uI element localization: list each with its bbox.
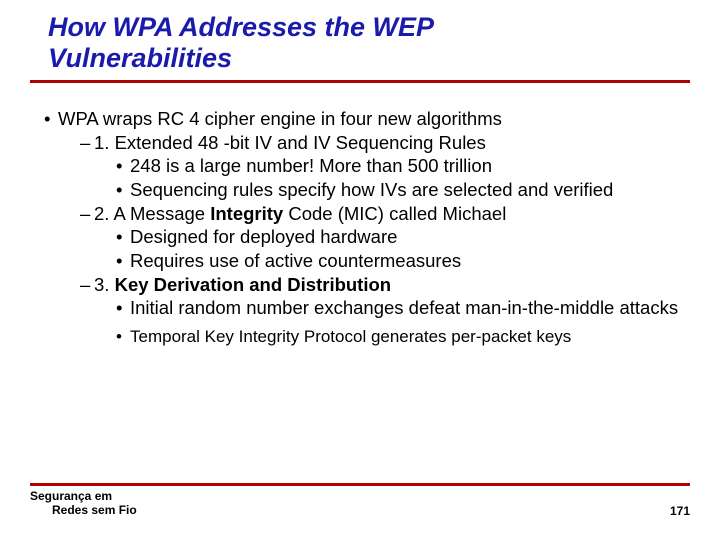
dash-icon: – — [80, 273, 94, 297]
bullet-text-bold: Key Derivation and Distribution — [115, 274, 392, 295]
bullet-text: Sequencing rules specify how IVs are sel… — [130, 179, 613, 200]
title-line-2: Vulnerabilities — [48, 43, 232, 73]
disc-icon: • — [44, 107, 58, 131]
footer: Segurança em Redes sem Fio 171 — [30, 483, 690, 518]
footer-text: Segurança em Redes sem Fio — [30, 490, 137, 518]
dash-icon: – — [80, 131, 94, 155]
bullet-level-1: •WPA wraps RC 4 cipher engine in four ne… — [36, 107, 690, 131]
bullet-text: Initial random number exchanges defeat m… — [130, 297, 678, 318]
bullet-text: WPA wraps RC 4 cipher engine in four new… — [58, 108, 502, 129]
bullet-level-3: •Initial random number exchanges defeat … — [36, 296, 690, 320]
dash-icon: – — [80, 202, 94, 226]
bullet-text-pre: 3. — [94, 274, 115, 295]
disc-icon: • — [116, 154, 130, 178]
disc-icon: • — [116, 326, 130, 348]
bullet-level-3: •Temporal Key Integrity Protocol generat… — [36, 326, 690, 348]
bullet-level-2: –1. Extended 48 -bit IV and IV Sequencin… — [36, 131, 690, 155]
footer-line-1: Segurança em — [30, 489, 112, 503]
slide-title: How WPA Addresses the WEP Vulnerabilitie… — [30, 12, 690, 78]
bullet-level-3: •Sequencing rules specify how IVs are se… — [36, 178, 690, 202]
footer-row: Segurança em Redes sem Fio 171 — [30, 490, 690, 518]
footer-rule — [30, 483, 690, 486]
bullet-level-3: •Requires use of active countermeasures — [36, 249, 690, 273]
bullet-level-2: –2. A Message Integrity Code (MIC) calle… — [36, 202, 690, 226]
bullet-text: Designed for deployed hardware — [130, 226, 397, 247]
bullet-level-3: •248 is a large number! More than 500 tr… — [36, 154, 690, 178]
bullet-level-3: •Designed for deployed hardware — [36, 225, 690, 249]
bullet-text-post: Code (MIC) called Michael — [283, 203, 506, 224]
bullet-text: Requires use of active countermeasures — [130, 250, 461, 271]
bullet-text: 248 is a large number! More than 500 tri… — [130, 155, 492, 176]
bullet-text: Temporal Key Integrity Protocol generate… — [130, 327, 571, 346]
disc-icon: • — [116, 178, 130, 202]
bullet-level-2: –3. Key Derivation and Distribution — [36, 273, 690, 297]
page-number: 171 — [670, 494, 690, 518]
disc-icon: • — [116, 225, 130, 249]
disc-icon: • — [116, 249, 130, 273]
slide: How WPA Addresses the WEP Vulnerabilitie… — [0, 0, 720, 540]
bullet-text-bold: Integrity — [210, 203, 283, 224]
bullet-text: 1. Extended 48 -bit IV and IV Sequencing… — [94, 132, 486, 153]
content-body: •WPA wraps RC 4 cipher engine in four ne… — [30, 107, 690, 348]
title-underline — [30, 80, 690, 83]
bullet-text-pre: 2. A Message — [94, 203, 210, 224]
disc-icon: • — [116, 296, 130, 320]
title-line-1: How WPA Addresses the WEP — [48, 12, 434, 42]
footer-line-2: Redes sem Fio — [30, 504, 137, 518]
